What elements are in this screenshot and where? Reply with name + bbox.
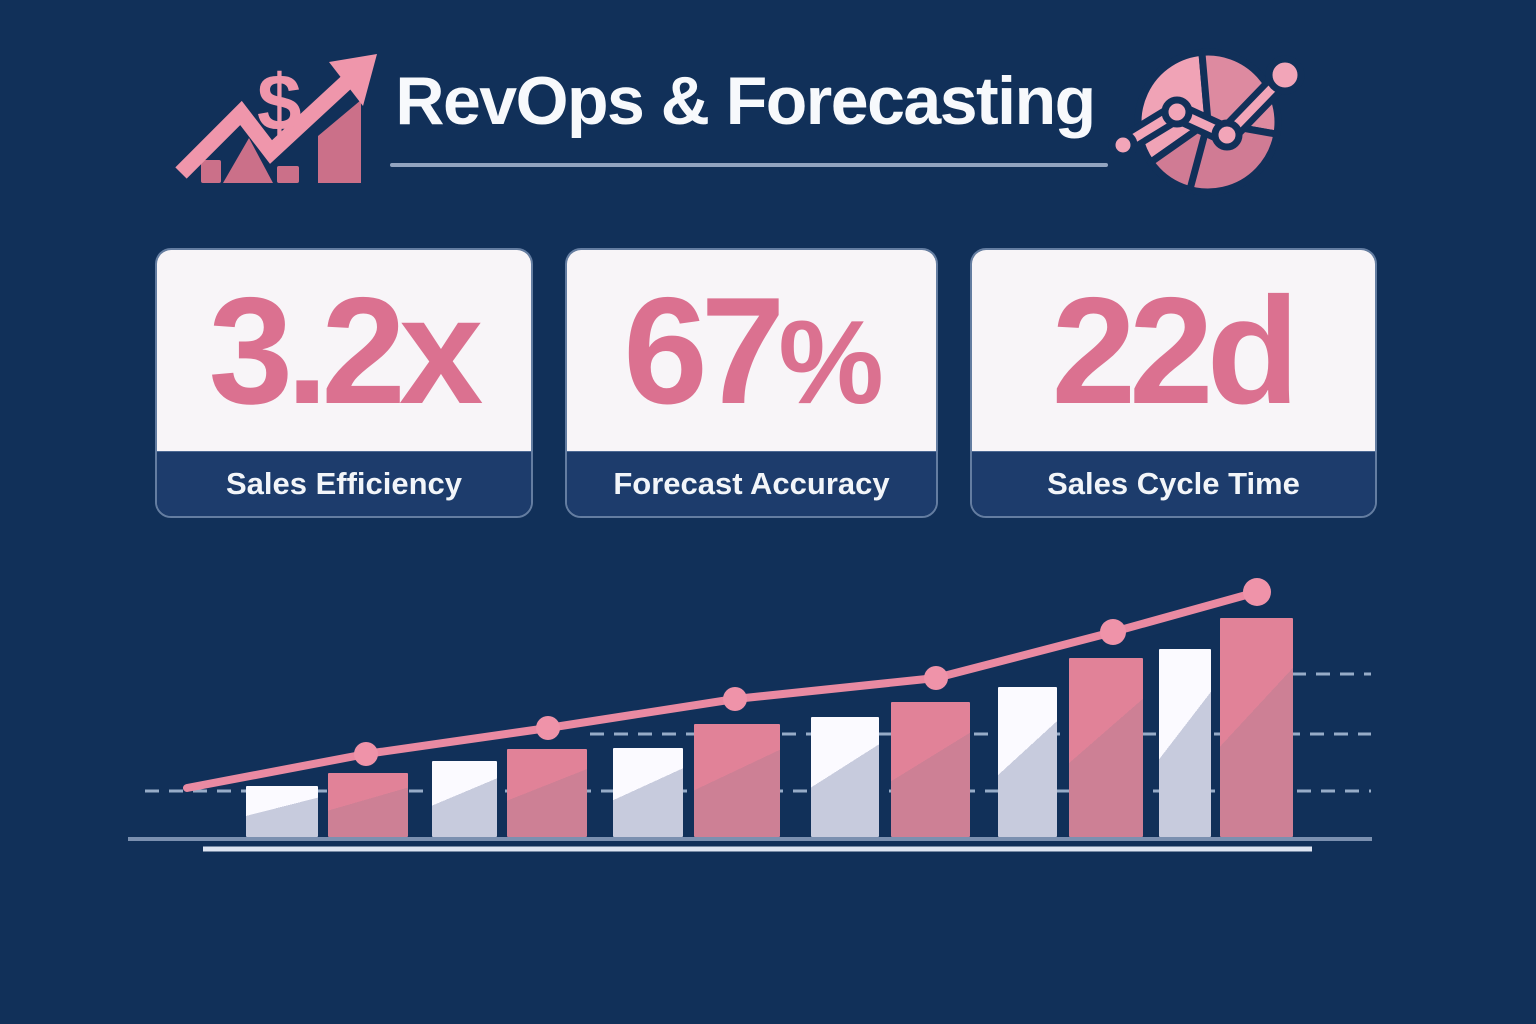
chart-bar (1159, 649, 1211, 837)
chart-bar (694, 724, 780, 837)
stat-value: 3.2x (209, 275, 484, 427)
stat-value: 67% (623, 275, 884, 429)
stat-card-forecast-accuracy: 67% Forecast Accuracy (565, 248, 938, 518)
trend-dot (354, 742, 378, 766)
trend-dot (536, 716, 560, 740)
chart-bar (998, 687, 1057, 837)
stat-label-band: Forecast Accuracy (567, 451, 936, 516)
dollar-sign-glyph: $ (257, 58, 302, 147)
stat-value-area: 67% (567, 250, 936, 451)
chart-bar (328, 773, 408, 837)
growth-chart-dollar-icon: $ (175, 54, 377, 183)
title-underline (390, 163, 1108, 167)
stat-label-band: Sales Cycle Time (972, 451, 1375, 516)
stat-suffix: % (778, 296, 883, 429)
chart-bar (1220, 618, 1293, 837)
stat-value: 22d (1052, 275, 1300, 427)
stat-card-sales-cycle-time: 22d Sales Cycle Time (970, 248, 1377, 518)
trend-dot (924, 666, 948, 690)
chart-bar (432, 761, 497, 837)
trend-dot (723, 687, 747, 711)
chart-bar (811, 717, 879, 837)
stat-number: 3.2 (208, 265, 406, 436)
pie-trend-dots (1108, 55, 1305, 160)
stat-label-band: Sales Efficiency (157, 451, 531, 516)
stat-value-area: 3.2x (157, 250, 531, 451)
stat-card-sales-efficiency: 3.2x Sales Efficiency (155, 248, 533, 518)
stat-value-area: 22d (972, 250, 1375, 451)
chart-bar (891, 702, 970, 837)
pie-trend-icon (1108, 48, 1305, 196)
stat-label: Sales Efficiency (225, 466, 463, 501)
trend-dot (1100, 619, 1126, 645)
stat-number: 22 (1051, 265, 1214, 436)
stat-label: Sales Cycle Time (1047, 466, 1300, 501)
page-title: RevOps & Forecasting (395, 63, 1096, 139)
chart-bar (613, 748, 683, 837)
chart-bar (246, 786, 318, 837)
stat-number: 67 (623, 265, 785, 436)
trend-dot (1243, 578, 1271, 606)
stat-suffix: d (1206, 265, 1300, 436)
chart-bar (1069, 658, 1143, 837)
stat-label: Forecast Accuracy (613, 466, 890, 501)
stat-suffix: x (398, 265, 484, 436)
chart-bar (507, 749, 587, 837)
